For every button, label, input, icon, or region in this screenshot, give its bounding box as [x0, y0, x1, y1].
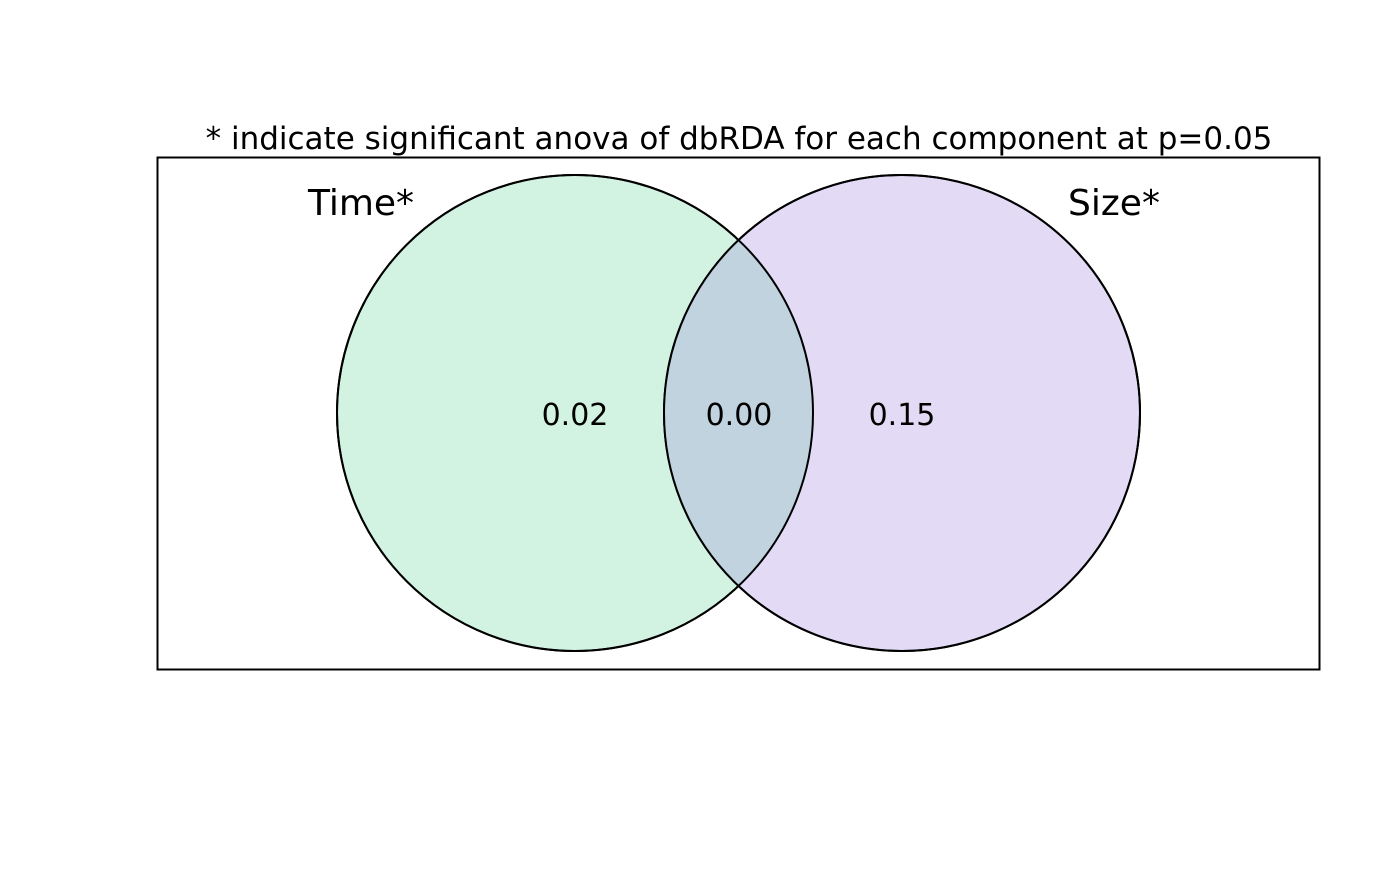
time-set-outline — [336, 174, 814, 652]
plot-frame — [156, 156, 1321, 671]
diagram-title: * indicate significant anova of dbRDA fo… — [206, 121, 1273, 157]
region-value-overlap: 0.00 — [706, 398, 773, 433]
region-value-time-only: 0.02 — [542, 398, 609, 433]
set-label-size: Size* — [1068, 183, 1160, 224]
region-value-size-only: 0.15 — [869, 398, 936, 433]
set-label-time: Time* — [307, 183, 414, 224]
size-set-outline — [663, 174, 1141, 652]
